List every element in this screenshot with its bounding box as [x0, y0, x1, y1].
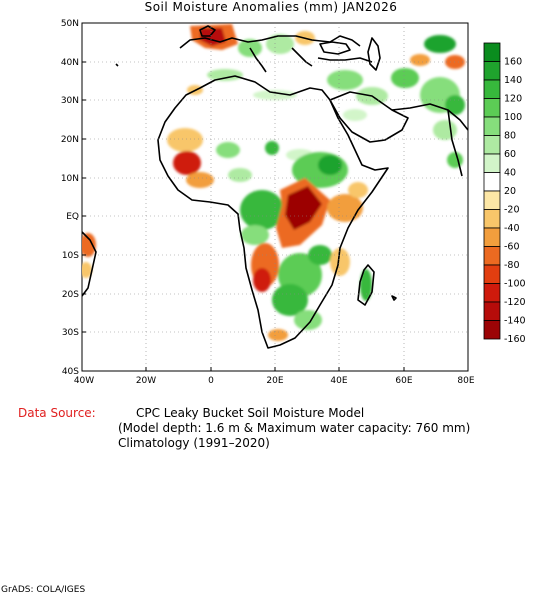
legend-swatch: [483, 61, 501, 81]
color-legend: 160 140 120 100 80 60 40 20 -20 -40 -60 -80 -100 -120…: [483, 42, 526, 345]
anomaly-patches: [82, 24, 465, 341]
grads-credit: GrADS: COLA/IGES: [1, 585, 86, 595]
lat-label: 10S: [62, 251, 79, 261]
legend-label: -40: [504, 223, 520, 234]
legend-label: 120: [504, 94, 522, 105]
legend-swatch: [483, 264, 501, 284]
lon-label: 80E: [457, 376, 474, 386]
lon-label: 0: [208, 376, 214, 386]
coastlines: [82, 25, 468, 349]
legend-swatch: [483, 283, 501, 303]
footer: Data Source: CPC Leaky Bucket Soil Moistu…: [0, 406, 470, 451]
lat-label: 50N: [61, 19, 79, 29]
legend-label: 160: [504, 57, 522, 68]
lat-label: 20S: [62, 290, 79, 300]
lon-label: 40E: [330, 376, 347, 386]
legend-swatch: [483, 79, 501, 99]
legend-swatch: [483, 209, 501, 229]
legend-swatch: [483, 320, 501, 340]
axis-ticks: [82, 22, 405, 372]
legend-swatch: [483, 246, 501, 266]
map-title: Soil Moisture Anomalies (mm) JAN2026: [144, 0, 398, 14]
legend-label: -20: [504, 205, 520, 216]
legend-label: 20: [504, 186, 516, 197]
legend-swatch: [483, 190, 501, 210]
data-source-label: Data Source:: [18, 406, 96, 420]
legend-swatch: [483, 135, 501, 155]
lat-label: EQ: [66, 212, 79, 222]
lat-label: 10N: [61, 174, 79, 184]
grid-lines: [82, 23, 468, 371]
lat-label: 40S: [62, 367, 79, 377]
legend-swatch: [483, 172, 501, 192]
lat-label: 30N: [61, 96, 79, 106]
climatology-line: Climatology (1991–2020): [118, 436, 270, 450]
lat-label: 20N: [61, 135, 79, 145]
lat-label: 40N: [61, 58, 79, 68]
legend-swatch: [483, 42, 501, 62]
lat-label: 30S: [62, 328, 79, 338]
data-source-line: (Model depth: 1.6 m & Maximum water capa…: [118, 421, 471, 435]
legend-label: -60: [504, 242, 520, 253]
lon-label: 20W: [136, 376, 156, 386]
legend-swatch: [483, 227, 501, 247]
legend-label: -80: [504, 260, 520, 271]
lon-label: 40W: [74, 376, 94, 386]
legend-swatch: [483, 98, 501, 118]
legend-label: 100: [504, 112, 522, 123]
data-source-line: CPC Leaky Bucket Soil Moisture Model: [136, 406, 365, 420]
legend-swatch: [483, 116, 501, 136]
lon-label: 20E: [266, 376, 283, 386]
legend-label: -100: [504, 279, 526, 290]
anomaly-map: 50N 40N 30N 20N 10N EQ 10S 20S 30S 40S 4…: [61, 19, 526, 386]
legend-label: 40: [504, 168, 516, 179]
legend-label: -160: [504, 334, 526, 345]
legend-label: 60: [504, 149, 516, 160]
legend-label: -140: [504, 316, 526, 327]
legend-label: 140: [504, 75, 522, 86]
legend-swatch: [483, 153, 501, 173]
lon-label: 60E: [395, 376, 412, 386]
legend-label: -120: [504, 297, 526, 308]
legend-swatch: [483, 301, 501, 321]
legend-label: 80: [504, 131, 516, 142]
